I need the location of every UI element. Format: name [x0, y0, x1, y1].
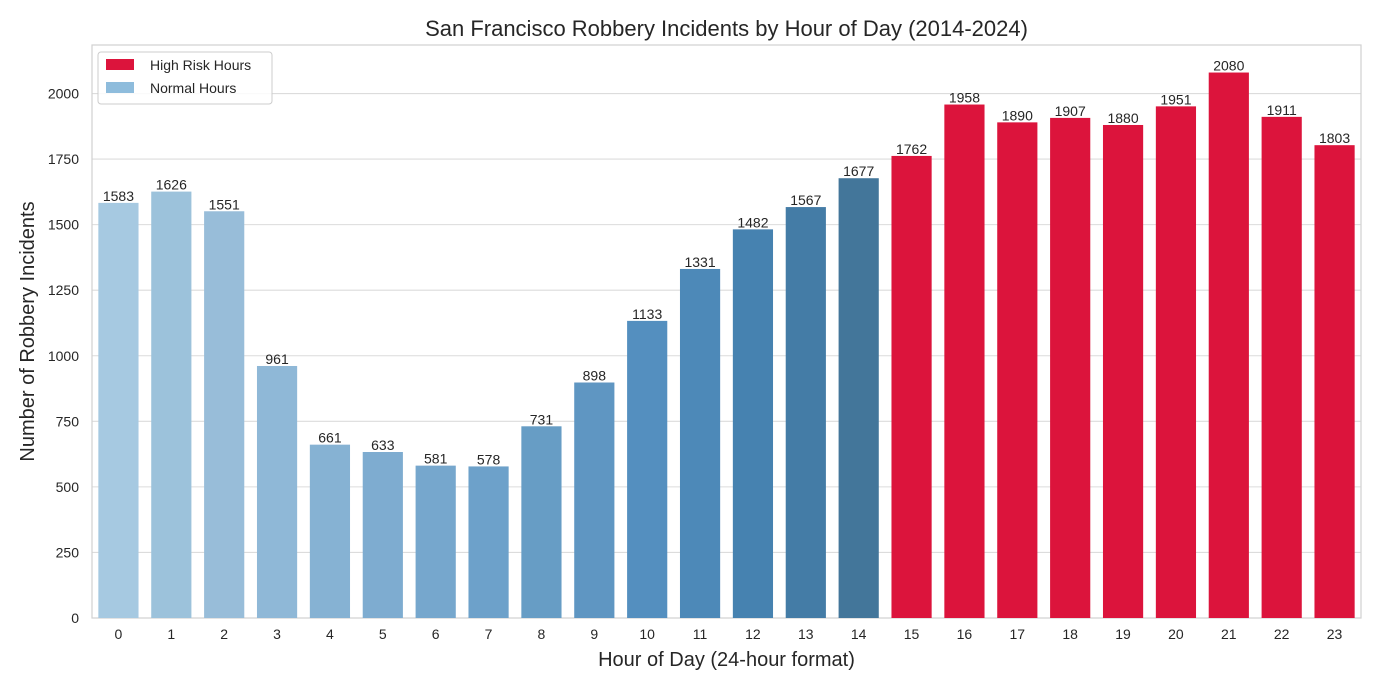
bar-hour-2	[204, 211, 245, 618]
y-tick-label: 2000	[48, 86, 79, 102]
bar-hour-9	[574, 382, 615, 618]
x-tick-label: 23	[1327, 626, 1343, 642]
bar-value-label: 898	[583, 368, 607, 384]
x-tick-label: 10	[639, 626, 655, 642]
bar-hour-15	[891, 155, 932, 619]
legend-swatch-high-risk	[106, 59, 134, 70]
bar-hour-14	[838, 178, 879, 618]
plot-area-frame	[91, 44, 1362, 619]
bar-hour-1	[151, 191, 192, 618]
x-tick-label: 15	[904, 626, 920, 642]
y-tick-label: 250	[56, 544, 80, 560]
x-tick-label: 13	[798, 626, 814, 642]
x-tick-label: 19	[1115, 626, 1131, 642]
bar-hour-12	[732, 229, 774, 619]
chart-title: San Francisco Robbery Incidents by Hour …	[425, 16, 1028, 41]
x-tick-label: 4	[326, 626, 334, 642]
bar-hour-5	[362, 452, 403, 618]
bars	[98, 72, 1355, 619]
y-tick-label: 1750	[48, 151, 79, 167]
bar-value-label: 1803	[1319, 130, 1350, 146]
x-tick-label: 20	[1168, 626, 1184, 642]
bar-value-label: 1890	[1002, 107, 1033, 123]
x-tick-label: 17	[1010, 626, 1026, 642]
x-tick-label: 9	[590, 626, 598, 642]
bar-value-label: 961	[265, 351, 289, 367]
bar-hour-22	[1261, 116, 1302, 618]
bar-hour-4	[309, 444, 351, 618]
bar-value-label: 1880	[1107, 110, 1138, 126]
y-tick-label: 750	[56, 413, 80, 429]
bar-hour-19	[1102, 124, 1144, 618]
bar-value-label: 1677	[843, 163, 874, 179]
bar-hour-11	[679, 268, 721, 618]
bar-hour-13	[785, 207, 826, 618]
x-tick-label: 0	[115, 626, 123, 642]
bar-hour-17	[997, 122, 1038, 618]
bar-hour-0	[98, 202, 139, 618]
x-tick-label: 18	[1062, 626, 1078, 642]
grid-lines	[92, 92, 1361, 619]
x-axis-ticks: 0 1 2 3 4 5 6 7 8 9 10 11 12 13 14 15 16 17 18 19 20 21 22 23	[115, 626, 1343, 642]
x-tick-label: 11	[693, 626, 708, 642]
bar-value-label: 581	[424, 451, 448, 467]
y-tick-label: 0	[71, 610, 79, 626]
x-tick-label: 5	[379, 626, 387, 642]
legend-label-normal: Normal Hours	[150, 80, 236, 96]
x-tick-label: 12	[745, 626, 761, 642]
legend-label-high-risk: High Risk Hours	[150, 57, 251, 73]
x-tick-label: 16	[957, 626, 973, 642]
bar-hour-23	[1314, 145, 1355, 618]
bar-value-label: 1762	[896, 141, 927, 157]
y-tick-label: 500	[56, 479, 80, 495]
x-tick-label: 6	[432, 626, 440, 642]
x-tick-label: 3	[273, 626, 281, 642]
x-axis-label: Hour of Day (24-hour format)	[598, 649, 855, 671]
bar-value-label: 1958	[949, 90, 980, 106]
bar-value-label: 1331	[684, 254, 715, 270]
bar-value-label: 1133	[632, 306, 662, 322]
bar-value-label: 1551	[209, 196, 240, 212]
bar-labels: 1583 1626 1551 961 661 633 581 578 731 898 1133 133…	[103, 58, 1350, 468]
x-tick-label: 21	[1221, 626, 1237, 642]
bar-value-label: 1626	[156, 177, 187, 193]
y-tick-label: 1000	[48, 348, 79, 364]
x-tick-label: 22	[1274, 626, 1290, 642]
bar-hour-7	[468, 466, 509, 618]
bar-hour-20	[1155, 106, 1197, 619]
bar-hour-6	[415, 465, 456, 618]
x-tick-label: 2	[220, 626, 228, 642]
y-axis-label: Number of Robbery Incidents	[17, 201, 39, 461]
bar-hour-21	[1208, 72, 1249, 619]
bar-value-label: 1583	[103, 188, 134, 204]
x-tick-label: 14	[851, 626, 867, 642]
bar-value-label: 1911	[1267, 102, 1297, 118]
legend-box	[97, 51, 273, 105]
y-tick-label: 1250	[48, 282, 79, 298]
bar-hour-8	[521, 426, 562, 618]
bar-hour-10	[627, 320, 668, 618]
bar-hour-16	[944, 104, 985, 619]
bar-value-label: 633	[371, 437, 395, 453]
bar-value-label: 1951	[1160, 91, 1191, 107]
bar-value-label: 1907	[1055, 103, 1086, 119]
bar-value-label: 1482	[737, 214, 768, 230]
bar-value-label: 578	[477, 451, 501, 467]
x-tick-label: 7	[485, 626, 493, 642]
bar-value-label: 731	[530, 411, 554, 427]
legend: High Risk Hours Normal Hours	[97, 51, 273, 105]
x-tick-label: 1	[167, 626, 175, 642]
bar-value-label: 661	[318, 430, 342, 446]
bar-hour-18	[1050, 117, 1091, 618]
x-tick-label: 8	[538, 626, 546, 642]
bar-value-label: 2080	[1213, 58, 1244, 74]
bar-hour-3	[256, 365, 298, 618]
y-axis-ticks: 0 250 500 750 1000 1250 1500 1750 2000	[48, 86, 79, 626]
legend-swatch-normal	[106, 82, 134, 93]
y-tick-label: 1500	[48, 217, 79, 233]
bar-value-label: 1567	[790, 192, 821, 208]
